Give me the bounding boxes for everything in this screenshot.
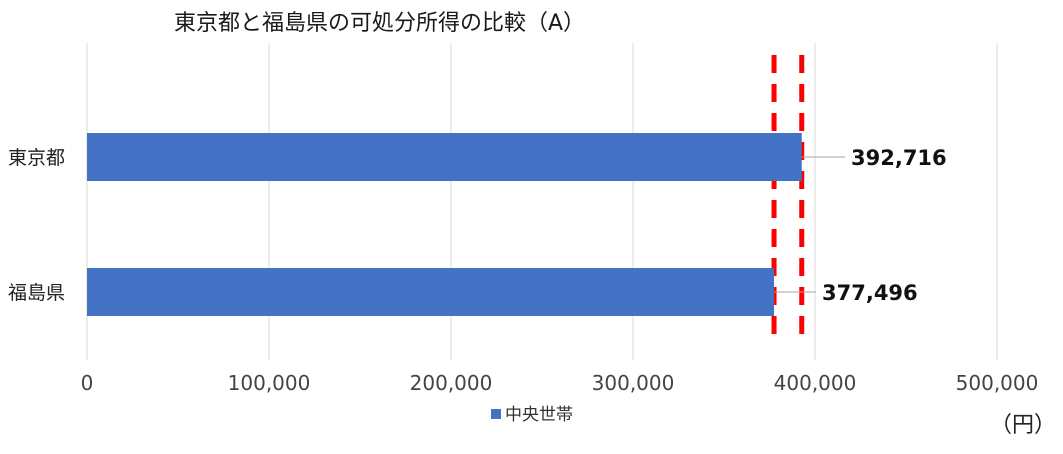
x-tick-label: 200,000 <box>410 371 493 395</box>
x-tick-label: 100,000 <box>228 371 311 395</box>
x-tick-label: 300,000 <box>592 371 675 395</box>
bars <box>87 133 802 316</box>
data-label: 392,716 <box>851 146 947 170</box>
data-labels: 392,716 377,496 <box>822 146 947 305</box>
data-label: 377,496 <box>822 281 918 305</box>
leader-lines <box>774 156 845 293</box>
category-label: 福島県 <box>8 282 65 304</box>
x-tick-label: 400,000 <box>774 371 857 395</box>
reference-lines <box>771 55 805 342</box>
chart-title: 東京都と福島県の可処分所得の比較（A） <box>174 11 585 36</box>
bar <box>87 268 775 316</box>
legend-swatch <box>491 409 501 419</box>
legend: 中央世帯 <box>491 405 573 425</box>
bar <box>87 133 802 181</box>
x-tick-labels: 0 100,000 200,000 300,000 400,000 500,000 <box>81 371 1039 395</box>
legend-label: 中央世帯 <box>505 405 573 425</box>
x-tick-label: 0 <box>81 371 94 395</box>
unit-label: （円） <box>990 413 1056 438</box>
x-tick-label: 500,000 <box>956 371 1039 395</box>
category-label: 東京都 <box>8 147 65 169</box>
